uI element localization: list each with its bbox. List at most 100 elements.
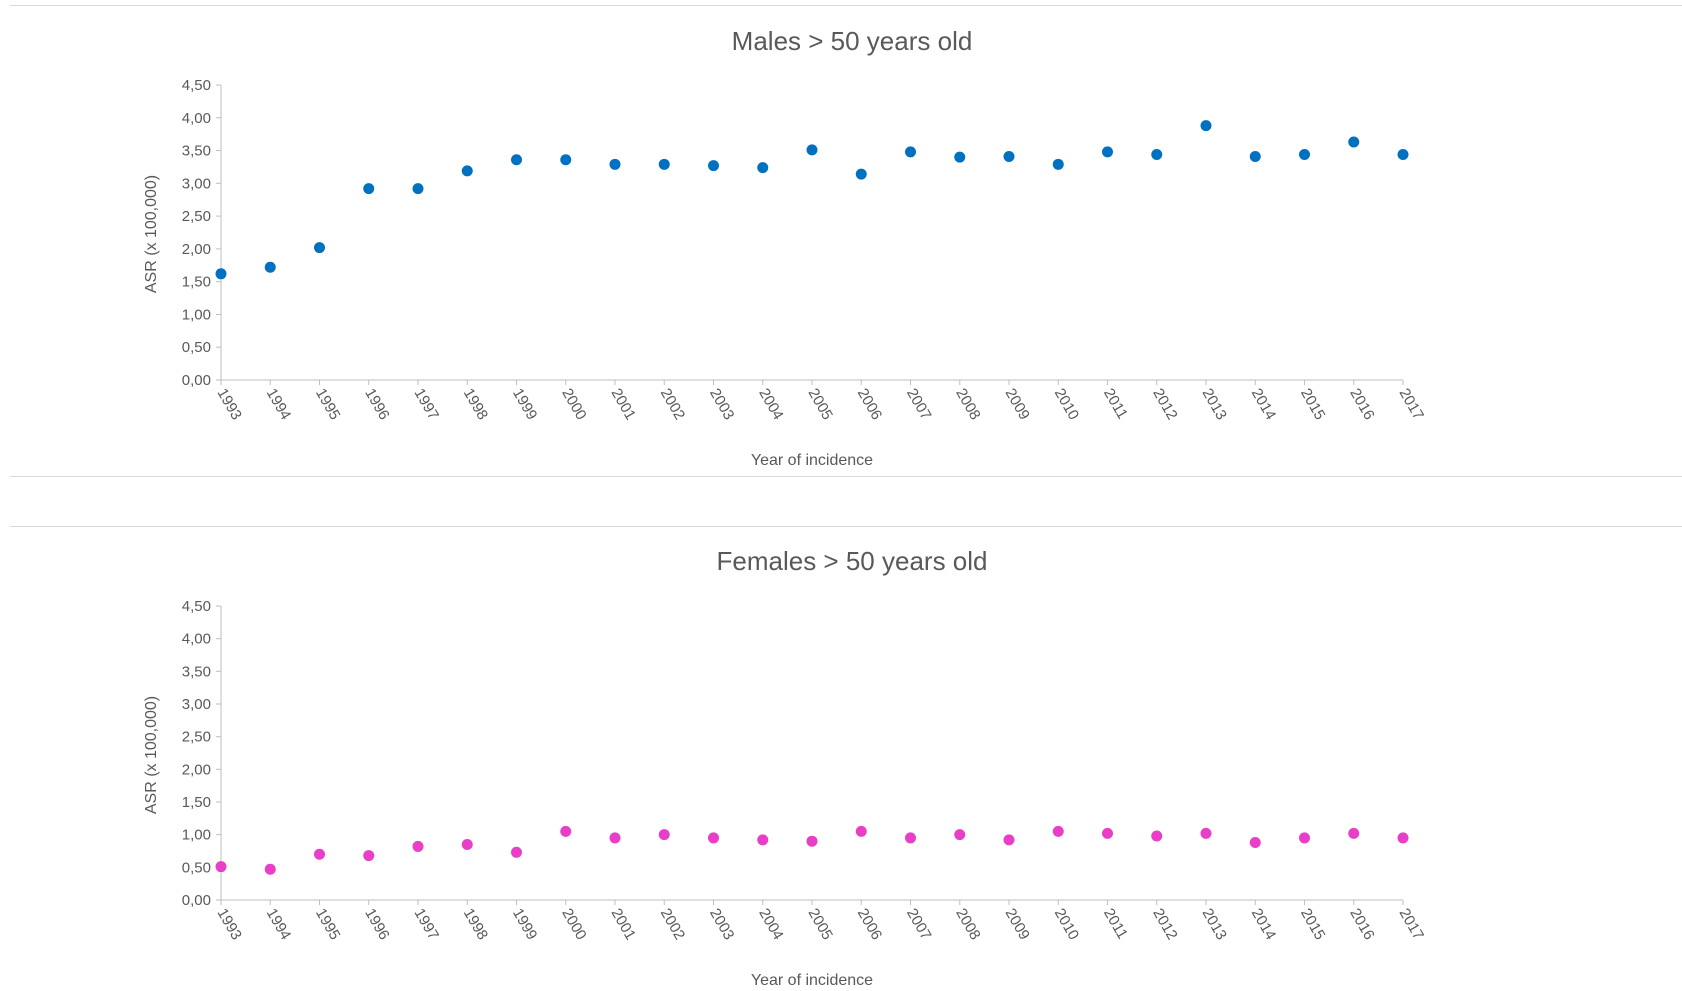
x-tick-label: 2009 — [1002, 906, 1033, 943]
y-tick-label: 2,50 — [182, 729, 211, 746]
data-point — [1052, 825, 1064, 837]
x-tick-label: 1999 — [509, 906, 540, 943]
data-point — [1102, 146, 1113, 158]
data-point — [363, 183, 375, 195]
x-tick-label: 2015 — [1297, 386, 1328, 423]
x-tick-label: 1994 — [263, 906, 294, 943]
chart-separator-divider — [10, 476, 1682, 477]
chart-title: Males > 50 years old — [732, 26, 973, 56]
x-tick-label: 2011 — [1100, 386, 1131, 422]
y-tick-label: 2,00 — [182, 241, 211, 258]
x-axis-label: Year of incidence — [751, 452, 873, 469]
y-tick-label: 1,50 — [182, 794, 211, 811]
data-point — [954, 151, 966, 163]
data-point — [1151, 148, 1163, 160]
x-tick-label: 2005 — [805, 906, 836, 943]
x-tick-label: 2010 — [1051, 386, 1082, 423]
x-tick-label: 2016 — [1346, 386, 1377, 423]
x-tick-label: 2001 — [608, 386, 639, 423]
data-point — [215, 268, 227, 280]
data-point — [1052, 158, 1064, 170]
data-point — [215, 861, 227, 873]
data-point — [314, 848, 325, 860]
x-tick-label: 2006 — [854, 906, 885, 943]
males-chart: Males > 50 years old ASR (x 100,000) Yea… — [143, 26, 1427, 469]
data-point — [1249, 837, 1261, 849]
x-tick-label: 2003 — [706, 386, 737, 423]
data-point — [609, 832, 621, 844]
data-point — [954, 829, 966, 841]
data-point — [511, 846, 522, 858]
y-tick-label: 1,50 — [182, 274, 211, 291]
data-point — [314, 242, 325, 254]
x-tick-label: 2007 — [903, 906, 934, 943]
x-tick-label: 2004 — [755, 906, 786, 943]
data-point — [658, 158, 670, 170]
y-tick-label: 3,50 — [182, 143, 211, 160]
y-axis-label: ASR (x 100,000) — [143, 696, 160, 814]
x-tick-label: 1993 — [214, 906, 245, 943]
data-point — [708, 832, 719, 844]
data-point — [264, 261, 276, 273]
data-point — [708, 160, 719, 172]
x-tick-label: 2009 — [1002, 386, 1033, 423]
y-tick-label: 1,00 — [182, 827, 211, 844]
y-tick-label: 0,50 — [182, 859, 211, 876]
data-point — [264, 863, 276, 875]
data-point — [461, 838, 473, 850]
x-tick-label: 1997 — [411, 386, 442, 423]
x-tick-label: 2001 — [608, 906, 639, 943]
data-point — [905, 146, 916, 158]
data-point — [609, 158, 621, 170]
data-point — [1003, 834, 1015, 846]
y-axis-label: ASR (x 100,000) — [143, 175, 160, 293]
x-tick-label: 1994 — [263, 386, 294, 423]
data-point — [461, 165, 473, 177]
y-tick-label: 2,50 — [182, 208, 211, 225]
x-tick-label: 1998 — [460, 906, 491, 943]
y-tick-label: 4,00 — [182, 110, 211, 127]
data-point — [1200, 827, 1212, 839]
x-tick-label: 1997 — [411, 906, 442, 943]
x-tick-label: 2015 — [1297, 906, 1328, 943]
data-point — [855, 825, 867, 837]
x-tick-label: 2005 — [805, 386, 836, 423]
data-point — [855, 168, 867, 180]
data-point — [658, 829, 670, 841]
data-point — [806, 835, 818, 847]
data-point — [1249, 150, 1261, 162]
x-tick-label: 2011 — [1100, 906, 1131, 942]
y-tick-label: 3,00 — [182, 696, 211, 713]
x-tick-label: 2013 — [1199, 386, 1230, 423]
x-tick-label: 2004 — [755, 386, 786, 423]
data-point — [1348, 136, 1360, 148]
data-point — [1003, 150, 1015, 162]
chart-separator-divider-2 — [10, 526, 1682, 527]
x-tick-label: 2014 — [1248, 906, 1279, 943]
y-tick-label: 3,50 — [182, 663, 211, 680]
y-tick-label: 1,00 — [182, 306, 211, 323]
data-point — [806, 144, 818, 156]
x-tick-label: 1993 — [214, 386, 245, 423]
x-tick-label: 2007 — [903, 386, 934, 423]
x-tick-label: 2000 — [558, 906, 589, 943]
data-point — [1299, 832, 1310, 844]
x-tick-label: 2003 — [706, 906, 737, 943]
x-tick-label: 2016 — [1346, 906, 1377, 943]
y-tick-label: 0,50 — [182, 339, 211, 356]
x-tick-label: 1998 — [460, 386, 491, 423]
x-tick-label: 2010 — [1051, 906, 1082, 943]
data-point — [1151, 830, 1163, 842]
x-tick-label: 2002 — [657, 386, 688, 423]
x-tick-label: 2008 — [952, 906, 983, 943]
x-axis-label: Year of incidence — [751, 972, 873, 989]
x-tick-label: 2014 — [1248, 386, 1279, 423]
y-tick-label: 0,00 — [182, 372, 211, 389]
data-point — [363, 850, 375, 862]
data-point — [757, 834, 769, 846]
data-point — [511, 154, 522, 166]
x-tick-label: 2013 — [1199, 906, 1230, 943]
y-tick-label: 2,00 — [182, 761, 211, 778]
x-tick-label: 2006 — [854, 386, 885, 423]
data-point — [1299, 148, 1310, 160]
